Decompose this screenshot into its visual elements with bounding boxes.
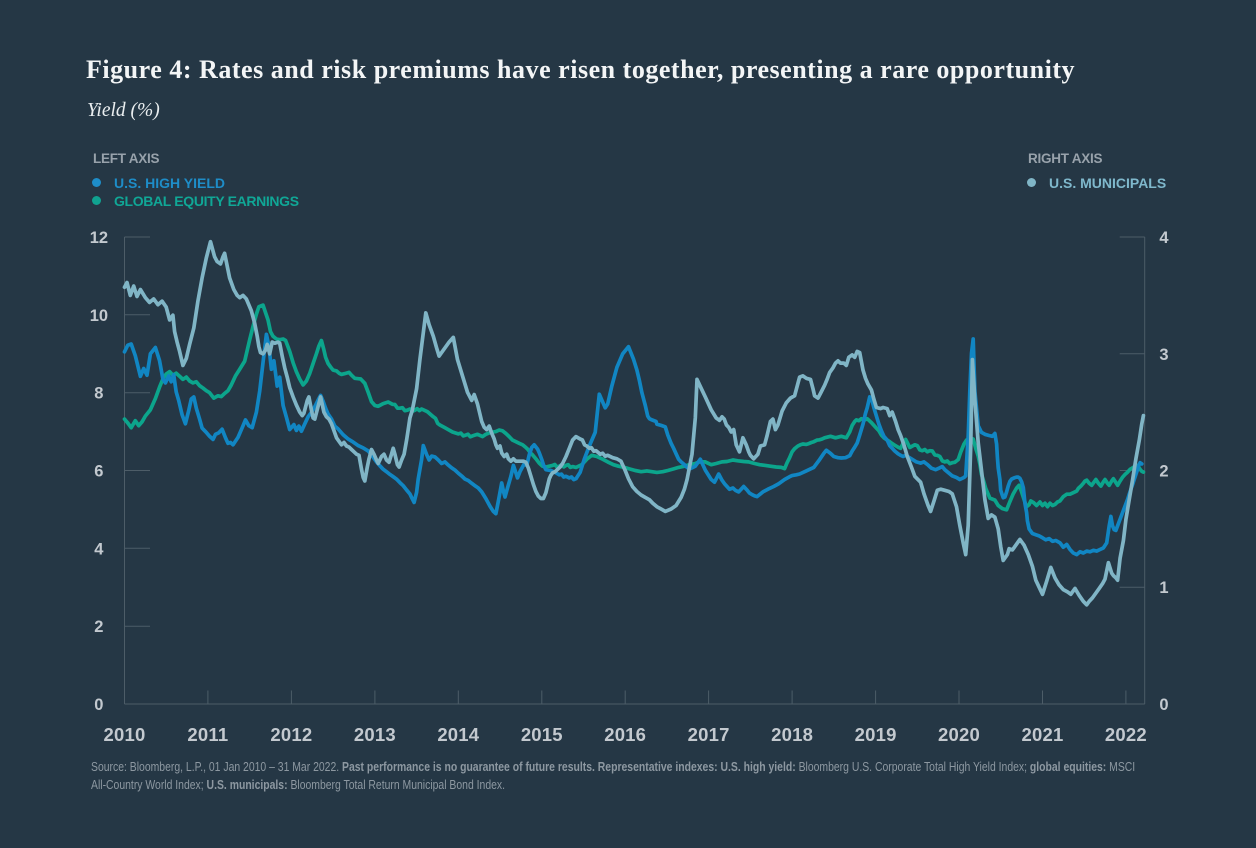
svg-text:0: 0 <box>94 696 103 714</box>
svg-text:2012: 2012 <box>270 724 312 745</box>
svg-text:2018: 2018 <box>771 724 813 745</box>
svg-text:6: 6 <box>94 463 103 481</box>
svg-text:0: 0 <box>1159 696 1168 714</box>
svg-text:2011: 2011 <box>187 724 228 745</box>
svg-text:2014: 2014 <box>437 724 479 745</box>
svg-text:2015: 2015 <box>521 724 563 745</box>
svg-text:2019: 2019 <box>855 724 897 745</box>
svg-text:3: 3 <box>1159 346 1168 364</box>
svg-text:2016: 2016 <box>604 724 646 745</box>
svg-text:4: 4 <box>1159 229 1169 247</box>
svg-text:4: 4 <box>94 540 104 558</box>
svg-text:2: 2 <box>1159 463 1168 481</box>
svg-text:2022: 2022 <box>1105 724 1147 745</box>
svg-text:2: 2 <box>94 618 103 636</box>
svg-text:2021: 2021 <box>1022 724 1064 745</box>
svg-text:2010: 2010 <box>104 724 146 745</box>
svg-text:2013: 2013 <box>354 724 396 745</box>
svg-text:2020: 2020 <box>938 724 980 745</box>
svg-text:8: 8 <box>94 385 103 403</box>
svg-text:1: 1 <box>1159 579 1168 597</box>
svg-text:10: 10 <box>90 307 108 325</box>
svg-text:12: 12 <box>90 229 108 247</box>
svg-text:2017: 2017 <box>688 724 730 745</box>
